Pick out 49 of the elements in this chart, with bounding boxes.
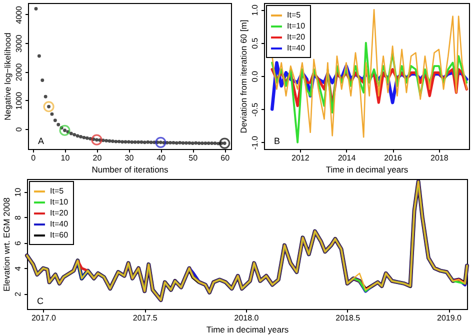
y-tick-label: 0.0: [250, 70, 260, 82]
legend-label: It=60: [50, 230, 69, 240]
y-tick-label: 3000: [14, 34, 24, 52]
y-tick-label: 4000: [14, 6, 24, 24]
legend-label: It=20: [50, 208, 69, 218]
y-tick-label: 2000: [14, 62, 24, 82]
y-tick-label: 0.5: [250, 37, 260, 49]
legend-label: It=10: [287, 22, 306, 30]
x-tick-label: 2018.5: [336, 314, 361, 322]
y-tick-label: -0.5: [250, 102, 260, 117]
legend-label: It=10: [50, 198, 69, 206]
x-tick-label: 2012: [292, 154, 310, 162]
x-tick-label: 60: [220, 154, 230, 162]
x-axis-title: Number of iterations: [92, 164, 168, 174]
y-tick-label: 4: [14, 266, 22, 271]
x-tick-label: 2014: [338, 154, 356, 162]
legend-label: It=5: [50, 186, 64, 196]
y-axis-title: Negative log−likelihood: [2, 32, 12, 120]
y-tick-label: 10: [14, 187, 22, 197]
annotation: C: [37, 296, 44, 306]
legend-label: It=20: [287, 32, 306, 42]
annotation: A: [38, 136, 44, 146]
x-tick-label: 2019.0: [437, 314, 462, 322]
x-tick-label: 2017.5: [132, 314, 158, 322]
x-tick-label: 2018.0: [234, 314, 260, 322]
x-tick-label: 2016: [384, 154, 403, 162]
y-tick-label: 6: [14, 240, 22, 246]
x-tick-label: 30: [124, 154, 134, 162]
x-tick-label: 10: [60, 154, 70, 162]
x-tick-label: 2018: [430, 154, 449, 162]
x-axis-title: Time in decimal years: [326, 164, 408, 174]
x-axis-title: Time in decimal years: [206, 324, 289, 334]
x-tick-label: 20: [92, 154, 102, 162]
y-tick-label: 1.0: [250, 4, 260, 16]
y-axis-title: Deviation from iteration 60 [m]: [238, 20, 248, 134]
x-tick-label: 40: [156, 154, 166, 162]
annotation: B: [274, 136, 280, 146]
y-tick-label: 1000: [14, 91, 24, 110]
y-tick-label: 0: [14, 126, 24, 132]
y-axis-title: Elevation wrt. EGM 2008: [2, 197, 12, 292]
legend-label: It=40: [50, 220, 69, 228]
x-tick-label: 2017.0: [31, 314, 57, 322]
y-tick-label: 8: [14, 214, 22, 220]
x-tick-label: 0: [31, 154, 36, 162]
y-tick-label: -1.0: [250, 135, 260, 150]
legend-label: It=5: [287, 10, 302, 20]
legend-label: It=40: [287, 44, 306, 52]
y-tick-label: 2: [14, 291, 22, 296]
x-tick-label: 50: [188, 154, 198, 162]
